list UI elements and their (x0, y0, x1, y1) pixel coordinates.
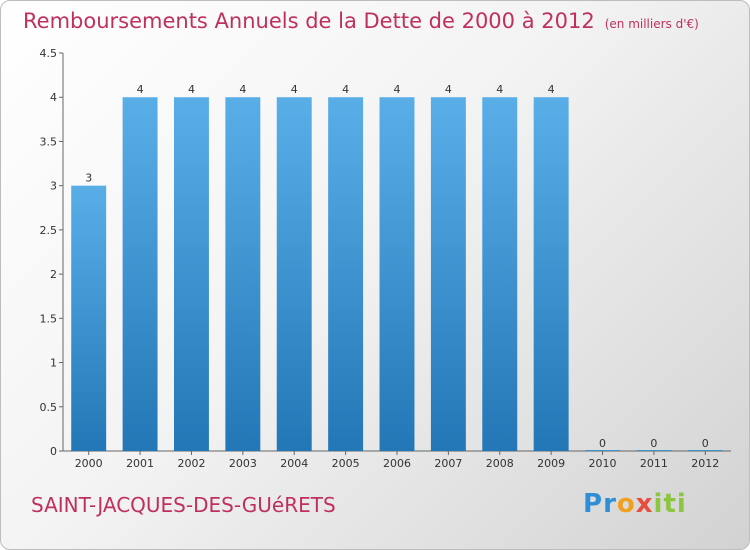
x-tick-label: 2007 (434, 457, 462, 470)
logo-letter: x (635, 489, 654, 519)
logo-letter: t (663, 489, 677, 519)
y-tick-label: 3.5 (40, 135, 58, 148)
data-label: 4 (239, 83, 246, 96)
logo-letter: o (616, 489, 636, 519)
x-tick-label: 2011 (640, 457, 668, 470)
bar (276, 97, 312, 451)
y-tick-label: 2.5 (40, 224, 58, 237)
commune-name: SAINT-JACQUES-DES-GUéRETS (31, 493, 336, 517)
bar (71, 185, 107, 451)
data-label: 4 (291, 83, 298, 96)
bar (430, 97, 466, 451)
bar (482, 97, 518, 451)
y-tick-label: 0.5 (40, 401, 58, 414)
x-tick-label: 2004 (280, 457, 308, 470)
proxiti-logo: Proxiti (583, 489, 687, 519)
data-label: 4 (445, 83, 452, 96)
data-label: 0 (599, 437, 606, 450)
y-tick-label: 2 (50, 268, 57, 281)
x-tick-label: 2008 (486, 457, 514, 470)
chart-bars (71, 97, 723, 451)
logo-letter: i (653, 489, 664, 519)
data-label: 0 (650, 437, 657, 450)
x-tick-label: 2012 (691, 457, 719, 470)
data-label: 4 (342, 83, 349, 96)
bar (173, 97, 209, 451)
y-tick-label: 1 (50, 357, 57, 370)
data-label: 4 (137, 83, 144, 96)
y-tick-label: 1.5 (40, 312, 58, 325)
bar (328, 97, 364, 451)
x-tick-label: 2000 (75, 457, 103, 470)
bar (379, 97, 415, 451)
logo-letter: r (603, 489, 617, 519)
x-tick-label: 2005 (332, 457, 360, 470)
data-label: 0 (702, 437, 709, 450)
logo-letter: P (583, 489, 604, 519)
y-tick-label: 0 (50, 445, 57, 458)
bar (585, 450, 621, 451)
x-tick-label: 2009 (537, 457, 565, 470)
data-label: 3 (85, 172, 92, 185)
logo-letter: i (676, 489, 687, 519)
x-tick-label: 2003 (229, 457, 257, 470)
bar (687, 450, 723, 451)
x-tick-label: 2006 (383, 457, 411, 470)
x-tick-label: 2010 (589, 457, 617, 470)
data-label: 4 (188, 83, 195, 96)
y-tick-label: 4.5 (40, 47, 58, 60)
y-tick-label: 4 (50, 91, 57, 104)
chart-title: Remboursements Annuels de la Dette de 20… (23, 9, 699, 33)
data-label: 4 (394, 83, 401, 96)
bar (122, 97, 158, 451)
data-label: 4 (548, 83, 555, 96)
bar (225, 97, 261, 451)
x-tick-label: 2001 (126, 457, 154, 470)
chart-title-text: Remboursements Annuels de la Dette de 20… (23, 9, 595, 33)
x-tick-label: 2002 (177, 457, 205, 470)
data-label: 4 (496, 83, 503, 96)
chart-unit: (en milliers d'€) (604, 17, 699, 31)
chart-labels: 2000 3 2001 4 2002 4 2003 4 2004 4 2005 4 2006 4 2007 4… (75, 83, 720, 470)
bar (533, 97, 569, 451)
y-tick-label: 3 (50, 180, 57, 193)
bar (636, 450, 672, 451)
